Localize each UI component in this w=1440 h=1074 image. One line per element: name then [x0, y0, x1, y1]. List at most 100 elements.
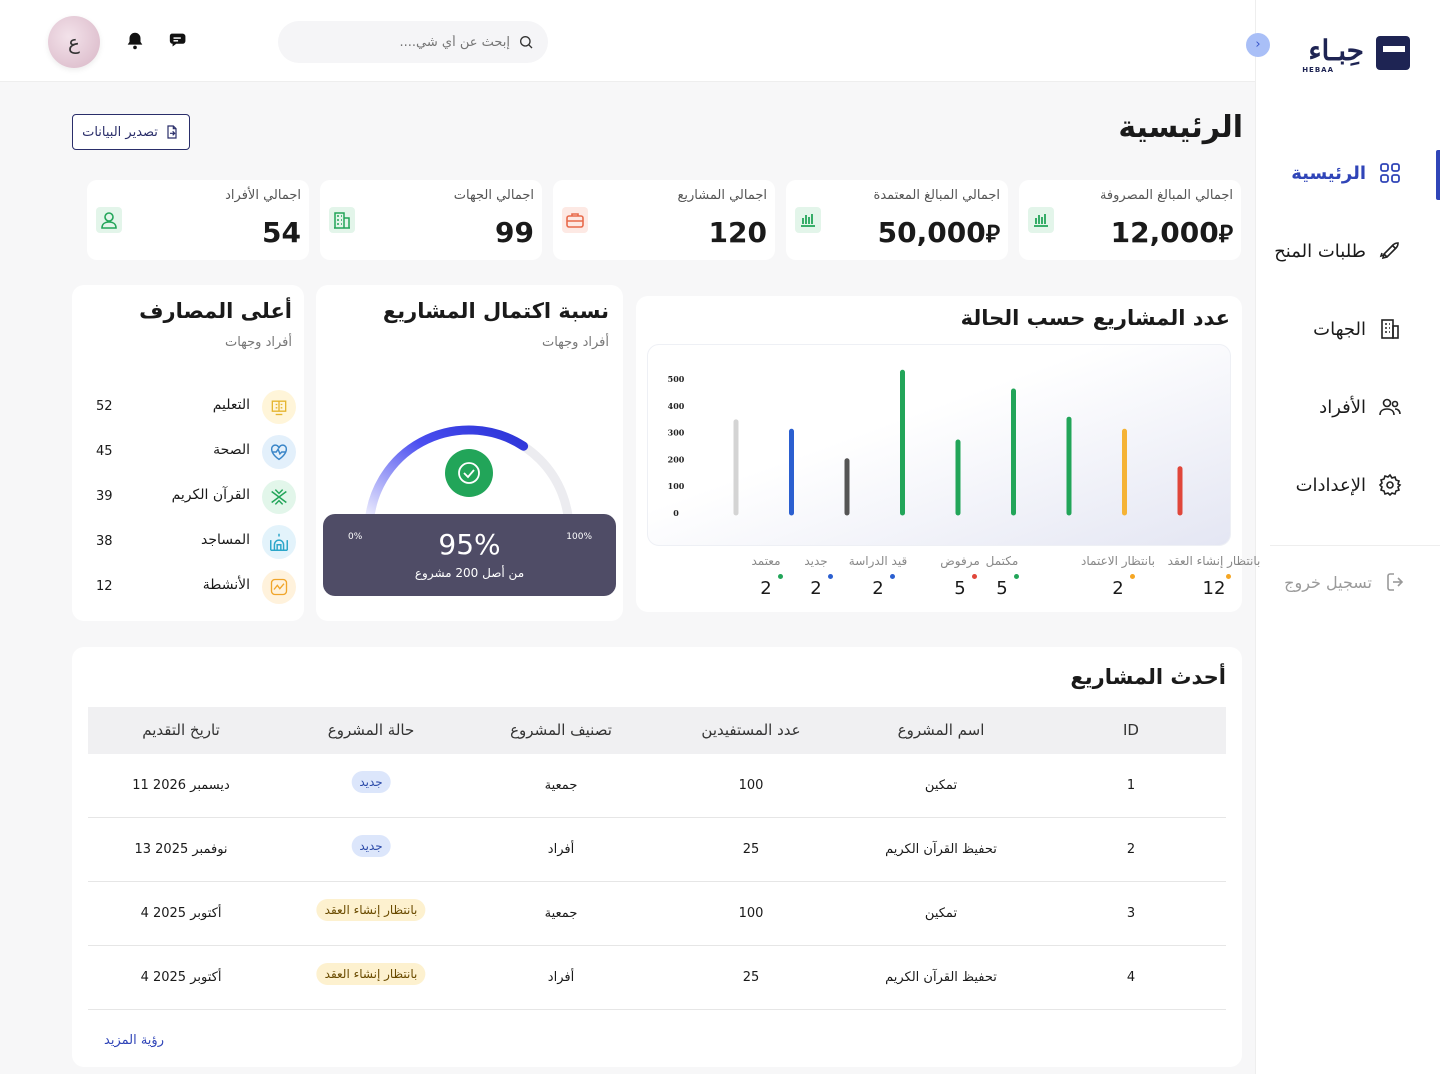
- column-header: اسم المشروع: [897, 721, 985, 739]
- status-chart-card: عدد المشاريع حسب الحالة 0 100 200 300 400 500…: [636, 296, 1260, 612]
- sidebar-item-grant-requests[interactable]: طلبات المنح: [1274, 236, 1402, 266]
- cell-date: 11 ديسمبر 2026: [132, 778, 230, 793]
- export-label: تصدير البيانات: [82, 124, 158, 140]
- cell-name: تحفيظ القرآن الكريم: [885, 970, 997, 985]
- legend-dot: [828, 574, 833, 579]
- education-icon: [262, 390, 296, 424]
- expense-item: 52 التعليم: [96, 390, 296, 424]
- logout-icon: [1387, 573, 1404, 591]
- y-tick-label: 300: [668, 428, 685, 438]
- table-row[interactable]: 1 تمكين 100 جمعية جديد 11 ديسمبر 2026: [88, 754, 1226, 818]
- table-row[interactable]: 4 تحفيظ القرآن الكريم 25 أفراد بانتظار إ…: [88, 946, 1226, 1010]
- logout-button[interactable]: تسجيل خروج: [1284, 570, 1408, 594]
- building-icon: [1381, 319, 1399, 339]
- y-tick-label: 200: [668, 454, 685, 464]
- search-input[interactable]: [310, 34, 510, 50]
- y-tick-label: 100: [668, 481, 685, 491]
- mosque-icon: [262, 525, 296, 559]
- stat-value: 12,000⃁: [1110, 216, 1233, 249]
- legend-label: مكتمل: [985, 554, 1019, 568]
- sidebar-item-label: الإعدادات: [1295, 474, 1366, 496]
- stat-card-entities: اجمالي الجهات 99: [320, 180, 542, 260]
- cell-id: 1: [1126, 778, 1136, 793]
- search-bar[interactable]: [278, 21, 548, 63]
- expense-label: التعليم: [212, 397, 250, 413]
- column-header: ID: [1123, 721, 1139, 739]
- cell-id: 3: [1126, 906, 1136, 921]
- sidebar: حِبـاء HEBAA الرئيسية طلبات المنح الجهات…: [1255, 0, 1440, 1074]
- expense-item: 39 القرآن الكريم: [96, 480, 296, 514]
- legend-value: 2: [810, 578, 822, 599]
- expense-label: الصحة: [213, 442, 250, 458]
- cell-category: جمعية: [544, 778, 578, 793]
- expense-label: المساجد: [200, 532, 250, 548]
- legend-label: معتمد: [751, 554, 781, 568]
- table-row[interactable]: 2 تحفيظ القرآن الكريم 25 أفراد جديد 13 ن…: [88, 818, 1226, 882]
- sidebar-item-home[interactable]: الرئيسية: [1291, 158, 1402, 188]
- legend-value: 2: [1112, 578, 1124, 599]
- collapse-sidebar-button[interactable]: ›: [1246, 33, 1270, 57]
- cell-date: 4 أكتوبر 2025: [140, 970, 222, 985]
- legend-value: 5: [996, 578, 1008, 599]
- top-expenses-card: أعلى المصارف أفراد وجهات 52 التعليم 45 ا…: [72, 285, 304, 621]
- stat-value: 54: [262, 216, 301, 249]
- export-data-button[interactable]: تصدير البيانات: [72, 114, 190, 150]
- completion-subtitle: أفراد وجهات: [541, 335, 609, 350]
- stat-label: اجمالي المبالغ المصروفة: [1099, 188, 1233, 203]
- completion-title: نسبة اكتمال المشاريع: [382, 299, 609, 323]
- expense-value: 45: [96, 444, 113, 459]
- chart-title: عدد المشاريع حسب الحالة: [960, 306, 1230, 330]
- riyal-icon: ⃁: [985, 220, 1000, 248]
- briefcase-icon: [561, 206, 589, 234]
- stat-card-approved: اجمالي المبالغ المعتمدة 50,000⃁: [786, 180, 1008, 260]
- expense-value: 12: [96, 579, 113, 594]
- completion-percent: 95%: [438, 528, 501, 561]
- cell-name: تمكين: [924, 778, 958, 793]
- chevron-right-icon: ›: [1255, 37, 1261, 52]
- projects-title: أحدث المشاريع: [1070, 665, 1226, 689]
- riyal-icon: ⃁: [1218, 220, 1233, 248]
- stat-card-spent: اجمالي المبالغ المصروفة 12,000⃁: [1019, 180, 1241, 260]
- grid-icon: [1380, 163, 1400, 183]
- y-tick-label: 500: [668, 374, 685, 384]
- chat-icon[interactable]: [168, 30, 190, 52]
- cell-category: أفراد: [547, 970, 575, 985]
- brand-sub: HEBAA: [1302, 66, 1334, 74]
- top-expenses-subtitle: أفراد وجهات: [224, 335, 292, 350]
- logout-label: تسجيل خروج: [1284, 572, 1372, 592]
- legend-dot: [1014, 574, 1019, 579]
- column-header: عدد المستفيدين: [701, 721, 801, 739]
- expense-value: 38: [96, 534, 113, 549]
- expense-item: 38 المساجد: [96, 525, 296, 559]
- status-badge: جديد: [351, 771, 391, 793]
- sidebar-item-settings[interactable]: الإعدادات: [1296, 470, 1402, 500]
- stat-label: اجمالي الأفراد: [225, 188, 301, 203]
- table-row[interactable]: 3 تمكين 100 جمعية بانتظار إنشاء العقد 4 …: [88, 882, 1226, 946]
- see-more-link[interactable]: رؤية المزيد: [104, 1033, 164, 1048]
- legend-label: مرفوض: [940, 554, 980, 568]
- expense-value: 39: [96, 489, 113, 504]
- bell-icon[interactable]: [124, 30, 146, 52]
- sidebar-item-entities[interactable]: الجهات: [1313, 314, 1402, 344]
- sidebar-item-label: طلبات المنح: [1274, 240, 1366, 262]
- status-badge: جديد: [351, 835, 391, 857]
- cell-beneficiaries: 25: [742, 842, 760, 857]
- completion-gauge: [364, 425, 574, 530]
- cell-name: تمكين: [924, 906, 958, 921]
- legend-dot: [890, 574, 895, 579]
- stat-card-individuals: اجمالي الأفراد 54: [87, 180, 309, 260]
- stat-label: اجمالي الجهات: [453, 188, 534, 203]
- gear-icon: [1378, 473, 1402, 497]
- sidebar-item-label: الأفراد: [1319, 396, 1366, 418]
- cell-id: 2: [1126, 842, 1136, 857]
- chart-area: 0 100 200 300 400 500: [647, 344, 1231, 546]
- legend-value: 2: [872, 578, 884, 599]
- legend-label: جديد: [804, 554, 828, 568]
- avatar[interactable]: ع: [48, 16, 100, 68]
- stat-card-projects: اجمالي المشاريع 120: [553, 180, 775, 260]
- sidebar-item-individuals[interactable]: الأفراد: [1319, 392, 1402, 422]
- stat-value: 50,000⃁: [877, 216, 1000, 249]
- cell-category: أفراد: [547, 842, 575, 857]
- divider: [1270, 545, 1440, 546]
- rocket-icon: [1379, 242, 1399, 260]
